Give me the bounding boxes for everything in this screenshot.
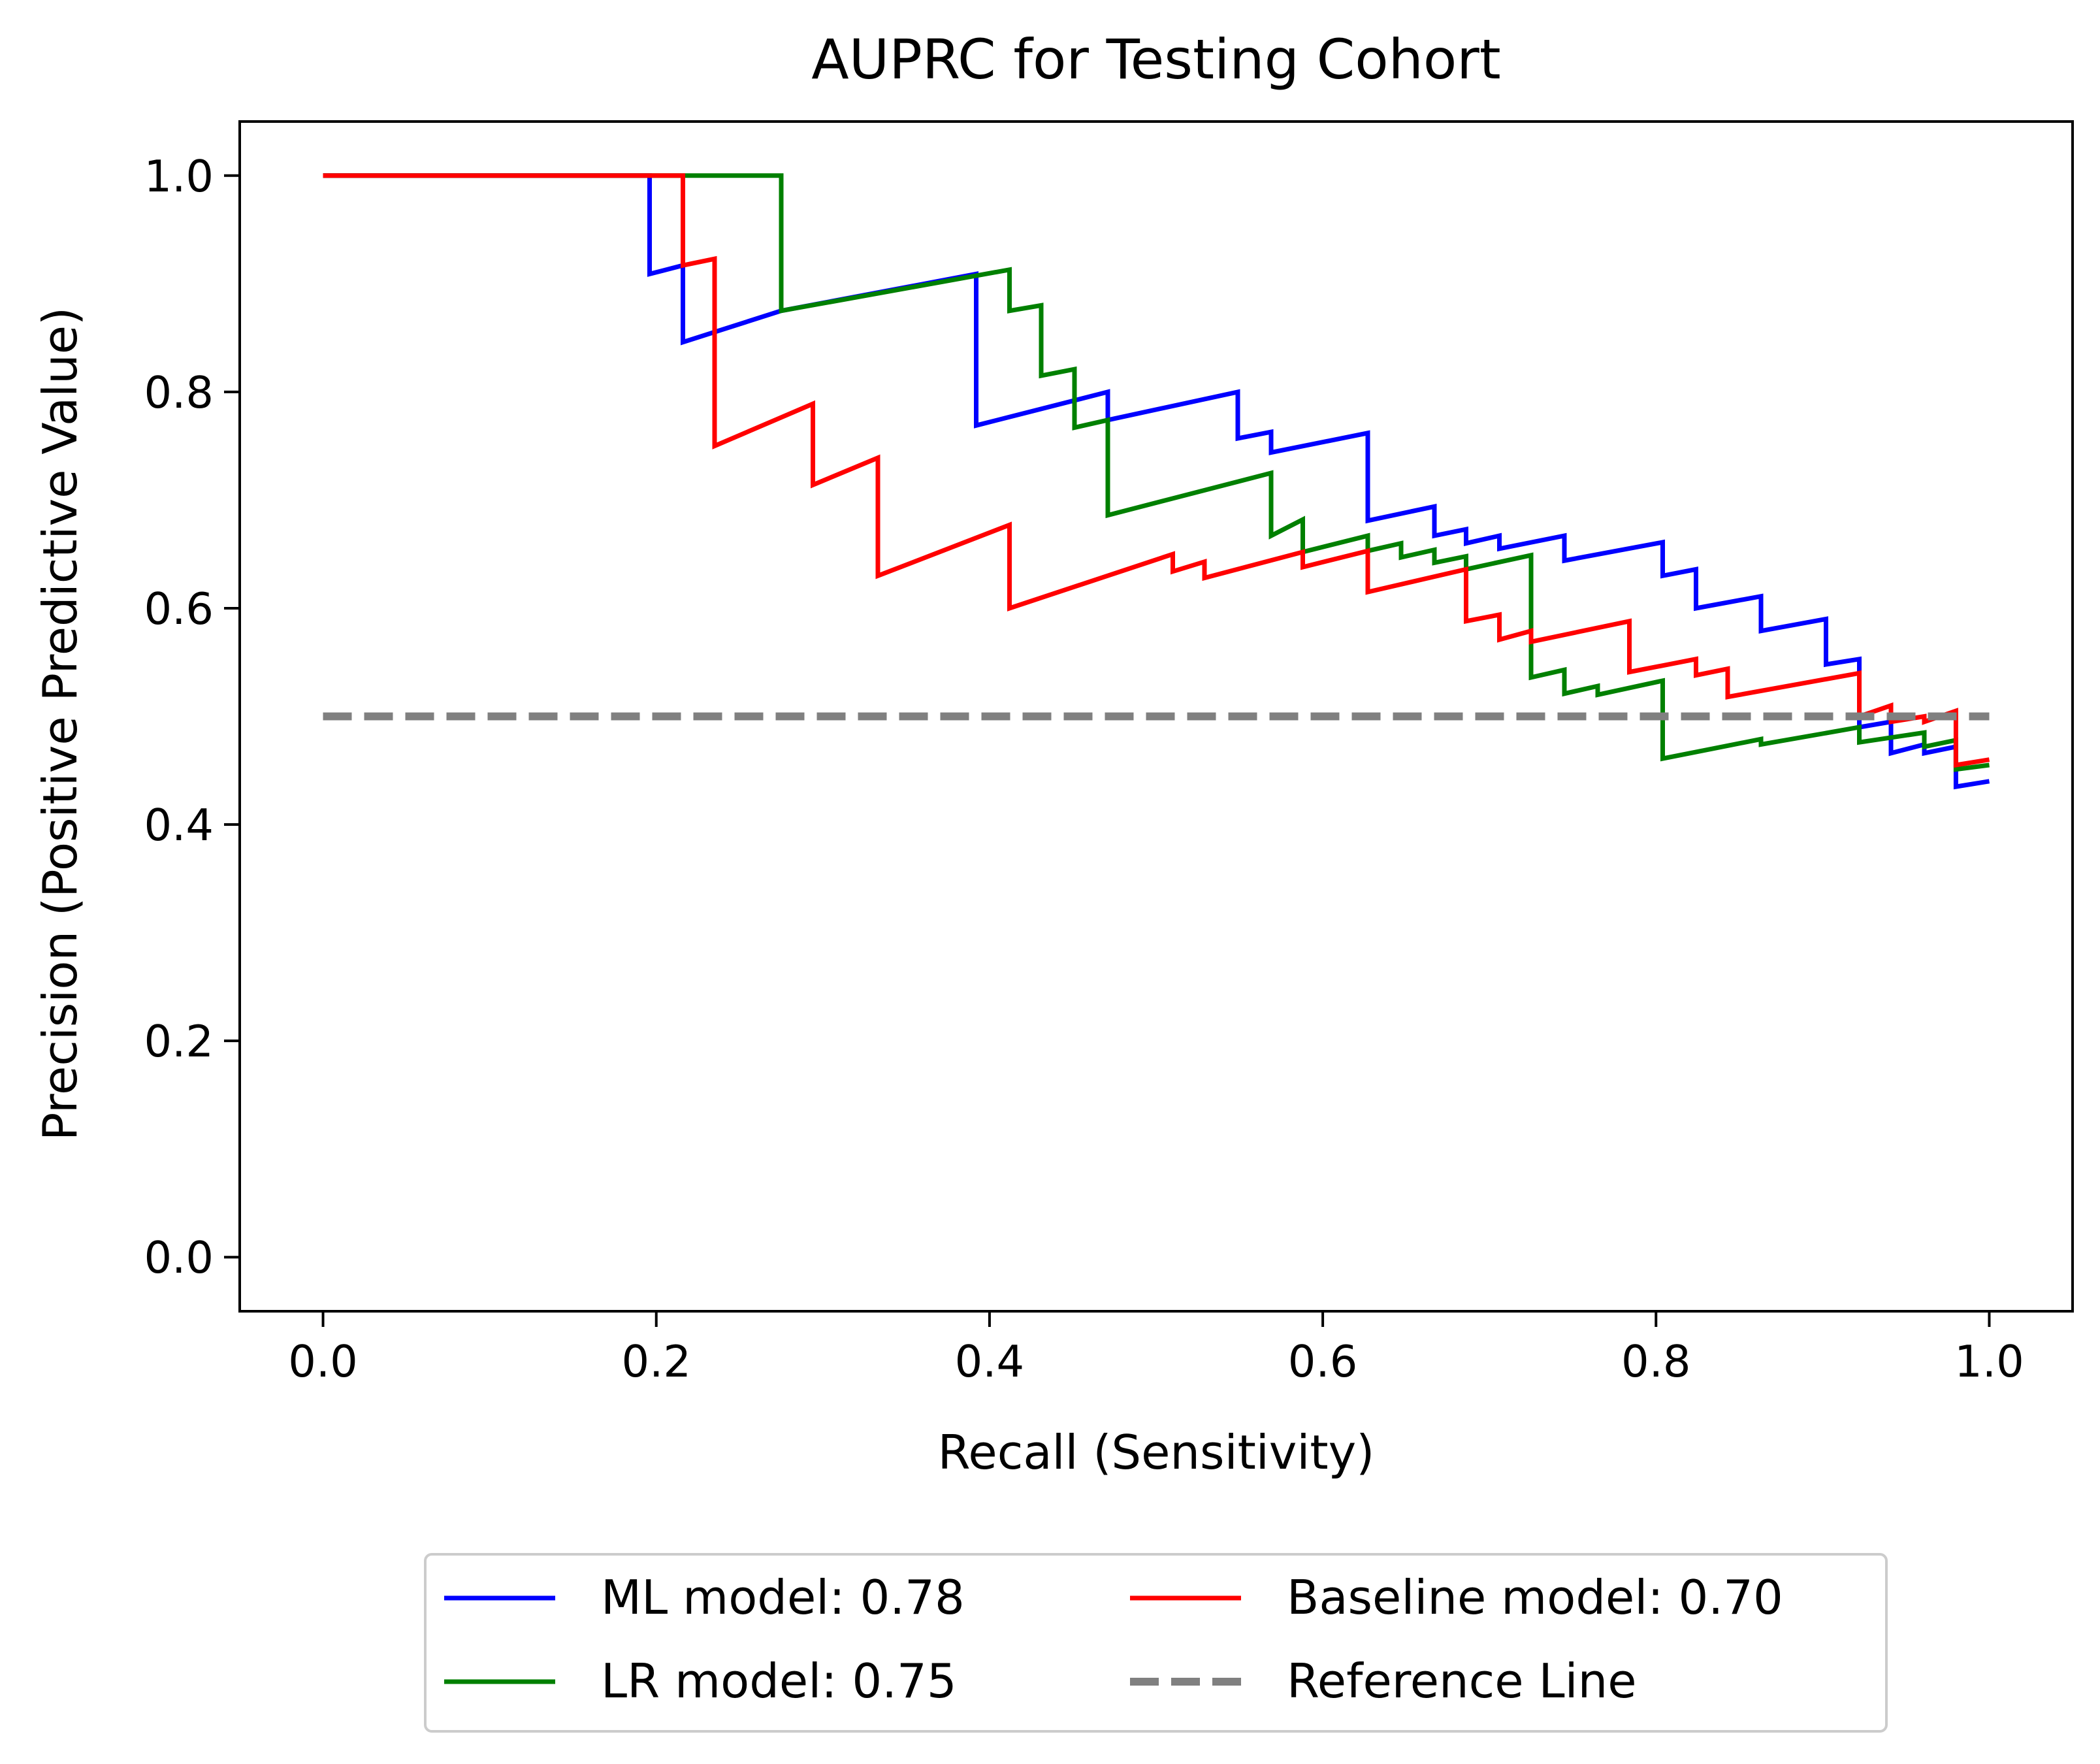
x-tick-label: 0.0 xyxy=(288,1336,358,1387)
x-tick-label: 0.4 xyxy=(955,1336,1025,1387)
y-tick-label: 0.0 xyxy=(144,1232,214,1283)
series-line-3 xyxy=(323,173,1990,768)
series-group xyxy=(323,173,1990,790)
y-tick-label: 0.4 xyxy=(144,800,214,851)
legend-label-1: ML model: 0.78 xyxy=(601,1570,965,1625)
legend-box xyxy=(424,1553,1888,1733)
y-axis-label: Precision (Positive Predictive Value) xyxy=(33,307,88,1141)
chart-title: AUPRC for Testing Cohort xyxy=(811,27,1501,91)
axis-ticks: 0.0 0.2 0.4 0.6 0.8 1.0 0.0 0.2 0.4 0.6 0.8 1.0 xyxy=(144,151,2024,1387)
legend-label-4: Reference Line xyxy=(1287,1654,1637,1708)
y-tick-label: 0.6 xyxy=(144,583,214,634)
y-tick-label: 0.8 xyxy=(144,367,214,418)
x-tick-label: 0.6 xyxy=(1288,1336,1358,1387)
x-tick-label: 0.8 xyxy=(1621,1336,1691,1387)
series-line-2 xyxy=(323,173,1990,772)
x-tick-label: 0.2 xyxy=(621,1336,691,1387)
legend-label-3: Baseline model: 0.70 xyxy=(1287,1570,1783,1625)
plot-frame xyxy=(238,120,2074,1313)
y-tick-label: 1.0 xyxy=(144,151,214,202)
legend-label-2: LR model: 0.75 xyxy=(601,1654,957,1708)
x-tick-label: 1.0 xyxy=(1954,1336,2024,1387)
x-axis-label: Recall (Sensitivity) xyxy=(938,1425,1375,1480)
y-tick-label: 0.2 xyxy=(144,1016,214,1067)
series-line-1 xyxy=(323,173,1990,790)
legend: ML model: 0.78 LR model: 0.75 Baseline mod… xyxy=(424,1553,1888,1733)
